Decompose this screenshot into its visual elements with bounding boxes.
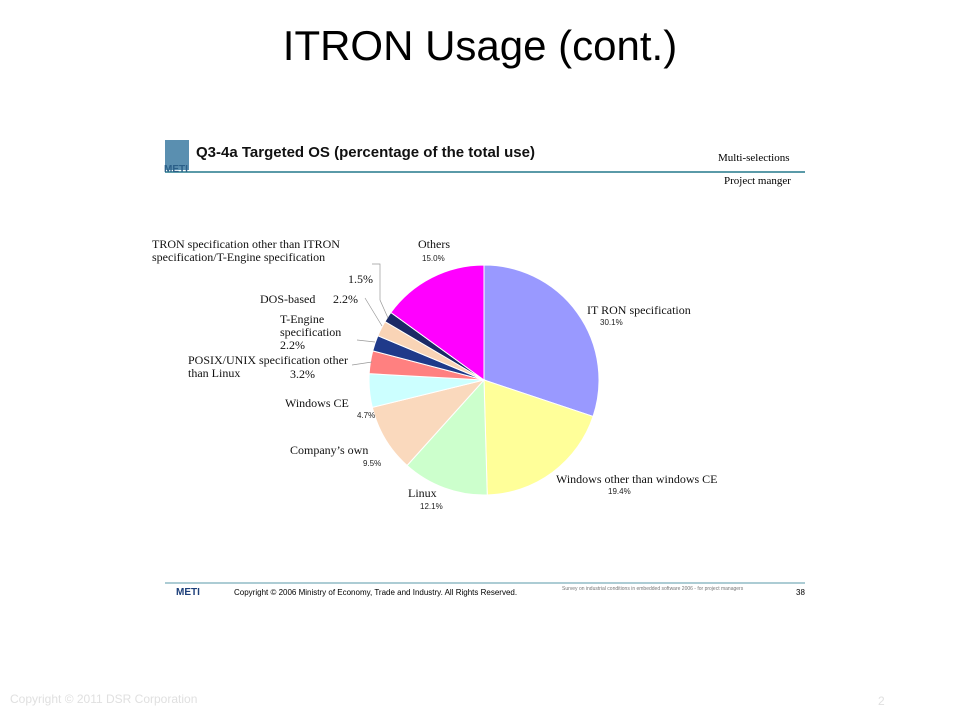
figure-heading: Q3-4a Targeted OS (percentage of the tot… — [196, 144, 535, 161]
value-label: 1.5% — [348, 272, 373, 286]
value-label: 30.1% — [600, 318, 623, 327]
logo-text: METI — [164, 164, 188, 175]
footer-logo: METI — [176, 587, 200, 598]
pie — [368, 264, 600, 496]
value-label: 2.2% — [333, 292, 358, 306]
tag: Project manger — [724, 175, 791, 187]
slice-label: IT RON specification — [587, 303, 691, 317]
value-label: 19.4% — [608, 487, 631, 496]
pie-slice — [483, 264, 600, 418]
footer-note: Survey on industrial conditions in embed… — [562, 586, 744, 592]
slice-label: Company’s own — [290, 443, 369, 457]
logo-mark — [165, 140, 189, 170]
slice-label: Linux — [408, 486, 437, 500]
slice-label: POSIX/UNIX specification other than Linu… — [188, 353, 348, 380]
slice-label: Others — [418, 237, 450, 251]
slide-title: ITRON Usage (cont.) — [282, 22, 678, 69]
value-label: 4.7% — [357, 411, 376, 420]
slice-label: T-Engine specification — [280, 312, 342, 339]
value-label: 3.2% — [290, 367, 315, 381]
slice-label: Windows other than windows CE — [556, 472, 718, 486]
pie-slice — [406, 378, 488, 496]
value-label: 9.5% — [363, 459, 382, 468]
slice-label: Windows CE — [285, 396, 349, 410]
footer-copyright: Copyright © 2006 Ministry of Economy, Tr… — [234, 588, 518, 597]
leader-lines — [351, 263, 389, 366]
pie-slice — [390, 264, 485, 381]
footer-page: 38 — [796, 588, 805, 597]
slide-footer: Copyright © 2011 DSR Corporation — [10, 692, 198, 706]
value-label: 15.0% — [422, 254, 445, 263]
pie-slice — [483, 379, 594, 496]
value-label: 12.1% — [420, 502, 443, 511]
slice-label: DOS-based — [260, 292, 316, 306]
slice-label: TRON specification other than ITRON spec… — [152, 237, 340, 264]
slide-page-number: 2 — [878, 694, 885, 708]
tag: Multi-selections — [718, 152, 790, 164]
value-label: 2.2% — [280, 338, 305, 352]
